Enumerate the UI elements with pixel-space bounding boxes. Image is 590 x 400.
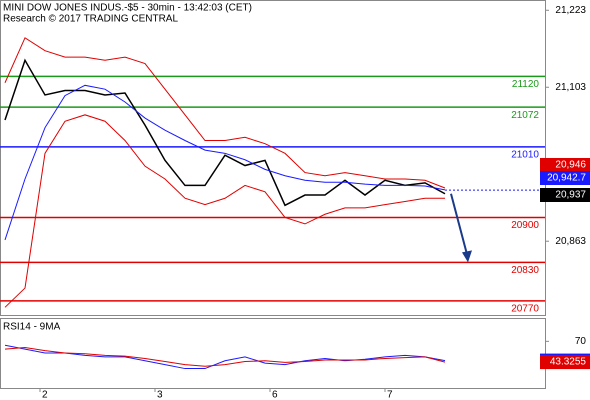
x-tick-label: 6 bbox=[272, 390, 278, 400]
marker-label: 43.3255 bbox=[550, 357, 587, 368]
level-label: 20900 bbox=[511, 220, 539, 231]
y-tick-label: 70 bbox=[575, 336, 587, 347]
marker-label: 20,946 bbox=[555, 160, 586, 171]
x-tick-label: 7 bbox=[387, 390, 393, 400]
rsi-title: RSI14 - 9MA bbox=[3, 322, 61, 333]
y-tick-label: 21,103 bbox=[555, 82, 586, 93]
chart-subtitle: Research © 2017 TRADING CENTRAL bbox=[3, 14, 178, 25]
rsi-frame bbox=[0, 318, 546, 389]
level-label: 21120 bbox=[512, 79, 540, 90]
forecast-arrow bbox=[450, 193, 468, 255]
x-tick-label: 2 bbox=[42, 390, 48, 400]
series-line bbox=[4, 344, 446, 370]
marker-label: 20,942.7 bbox=[547, 173, 586, 184]
marker-box bbox=[540, 171, 590, 185]
marker-label: 20,937 bbox=[555, 190, 586, 201]
marker-box bbox=[540, 158, 590, 172]
series-line bbox=[4, 84, 446, 241]
marker-box bbox=[540, 355, 590, 370]
level-label: 21010 bbox=[511, 150, 539, 161]
series-line bbox=[4, 347, 446, 367]
y-tick-label: 20,863 bbox=[555, 236, 586, 247]
series-line bbox=[4, 114, 445, 308]
forecast-arrowhead bbox=[462, 250, 472, 263]
level-label: 21072 bbox=[511, 110, 539, 121]
level-label: 20830 bbox=[511, 265, 539, 276]
series-line bbox=[4, 37, 446, 189]
price-frame bbox=[0, 0, 546, 316]
y-tick-label: 21,223 bbox=[555, 5, 586, 16]
chart-title: MINI DOW JONES INDUS.-$5 - 30min - 13:42… bbox=[3, 3, 252, 14]
marker-box bbox=[540, 188, 590, 202]
x-tick-label: 3 bbox=[157, 390, 163, 400]
series-line bbox=[4, 58, 446, 207]
level-label: 20770 bbox=[511, 304, 539, 315]
